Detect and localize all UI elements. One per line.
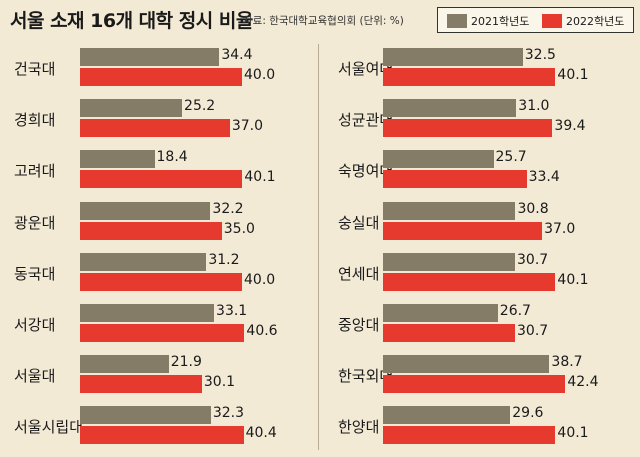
- category-label: 숙명여대: [338, 162, 394, 181]
- value-label-2021: 30.8: [517, 200, 549, 217]
- bar-2021: [80, 252, 207, 271]
- bar-2021: [80, 150, 155, 169]
- column-divider: [318, 44, 319, 450]
- bar-2022: [383, 68, 556, 86]
- chart-title: 서울 소재 16개 대학 정시 비율: [10, 10, 253, 32]
- bar-2022: [383, 221, 543, 240]
- value-label-2021: 32.3: [212, 405, 244, 422]
- value-label-2021: 33.1: [216, 303, 248, 319]
- bar-2022: [80, 375, 202, 394]
- bar-2022: [80, 426, 244, 445]
- value-label-2021: 21.9: [170, 354, 202, 371]
- bar-2021: [383, 304, 498, 322]
- bar-2021: [383, 252, 515, 271]
- bar-2021: [80, 406, 211, 425]
- bar-2022: [383, 426, 556, 445]
- value-label-2022: 37.0: [544, 220, 576, 237]
- value-label-2022: 40.1: [244, 169, 276, 186]
- value-label-2021: 26.7: [499, 303, 531, 319]
- bar-2021: [383, 99, 517, 118]
- value-label-2021: 30.7: [517, 251, 549, 268]
- bar-2021: [383, 150, 494, 169]
- legend-label-2022: 2022학년도: [566, 15, 625, 28]
- category-label: 서강대: [14, 316, 56, 334]
- value-label-2022: 40.6: [246, 323, 278, 339]
- category-label: 고려대: [14, 162, 56, 181]
- value-label-2021: 31.2: [208, 251, 240, 268]
- category-label: 동국대: [14, 264, 56, 283]
- value-label-2021: 29.6: [512, 405, 544, 422]
- value-label-2022: 40.0: [244, 67, 276, 83]
- legend-label-2021: 2021학년도: [471, 15, 530, 28]
- bar-2022: [80, 68, 242, 86]
- value-label-2022: 33.4: [528, 169, 560, 186]
- bar-2021: [80, 99, 183, 118]
- legend-item-2022: 2022학년도: [542, 13, 624, 29]
- value-label-2022: 40.1: [557, 271, 589, 288]
- bar-2022: [80, 170, 243, 189]
- bar-2022: [383, 375, 566, 394]
- bar-2021: [80, 48, 220, 66]
- category-label: 광운대: [14, 213, 56, 232]
- bar-2022: [383, 119, 553, 138]
- bar-2022: [383, 272, 556, 291]
- category-label: 숭실대: [338, 213, 380, 232]
- bar-2022: [80, 119, 230, 138]
- value-label-2022: 30.7: [517, 323, 549, 339]
- legend-swatch-2021: [447, 14, 467, 28]
- category-label: 한국외대: [338, 367, 394, 386]
- value-label-2022: 40.4: [245, 425, 277, 442]
- value-label-2021: 32.5: [524, 47, 556, 63]
- bar-2022: [80, 221, 222, 240]
- source-note: 자료: 한국대학교육협의회 (단위: %): [243, 15, 404, 27]
- bar-2022: [383, 170, 527, 189]
- bar-2022: [383, 324, 515, 342]
- category-label: 건국대: [14, 60, 56, 78]
- value-label-2022: 35.0: [223, 220, 255, 237]
- bar-2021: [80, 201, 211, 220]
- value-label-2022: 40.0: [244, 271, 276, 288]
- bar-2021: [80, 304, 215, 322]
- category-label: 경희대: [14, 111, 56, 130]
- value-label-2021: 18.4: [156, 149, 188, 166]
- bar-2021: [383, 355, 550, 374]
- value-label-2022: 40.1: [557, 425, 589, 442]
- bar-2022: [80, 272, 242, 291]
- category-label: 한양대: [338, 418, 380, 437]
- value-label-2021: 31.0: [518, 98, 550, 115]
- category-label: 중앙대: [338, 316, 380, 334]
- bar-2021: [80, 355, 169, 374]
- value-label-2022: 39.4: [554, 118, 586, 135]
- value-label-2021: 32.2: [212, 200, 244, 217]
- category-label: 연세대: [338, 264, 380, 283]
- bar-2021: [383, 201, 516, 220]
- bar-2021: [383, 48, 523, 66]
- value-label-2022: 40.1: [557, 67, 589, 83]
- bar-2022: [80, 324, 245, 342]
- bar-2021: [383, 406, 511, 425]
- value-label-2021: 34.4: [221, 47, 253, 63]
- legend-swatch-2022: [542, 14, 562, 28]
- value-label-2022: 42.4: [567, 374, 599, 391]
- value-label-2021: 25.7: [495, 149, 527, 166]
- legend: 2021학년도 2022학년도: [437, 7, 634, 33]
- category-label: 서울시립대: [14, 418, 84, 437]
- category-label: 서울대: [14, 367, 56, 386]
- category-label: 성균관대: [338, 111, 394, 130]
- legend-item-2021: 2021학년도: [447, 13, 529, 29]
- category-label: 서울여대: [338, 60, 394, 78]
- value-label-2022: 30.1: [203, 374, 236, 391]
- value-label-2021: 25.2: [184, 98, 216, 115]
- value-label-2021: 38.7: [551, 354, 583, 371]
- value-label-2022: 37.0: [231, 118, 264, 135]
